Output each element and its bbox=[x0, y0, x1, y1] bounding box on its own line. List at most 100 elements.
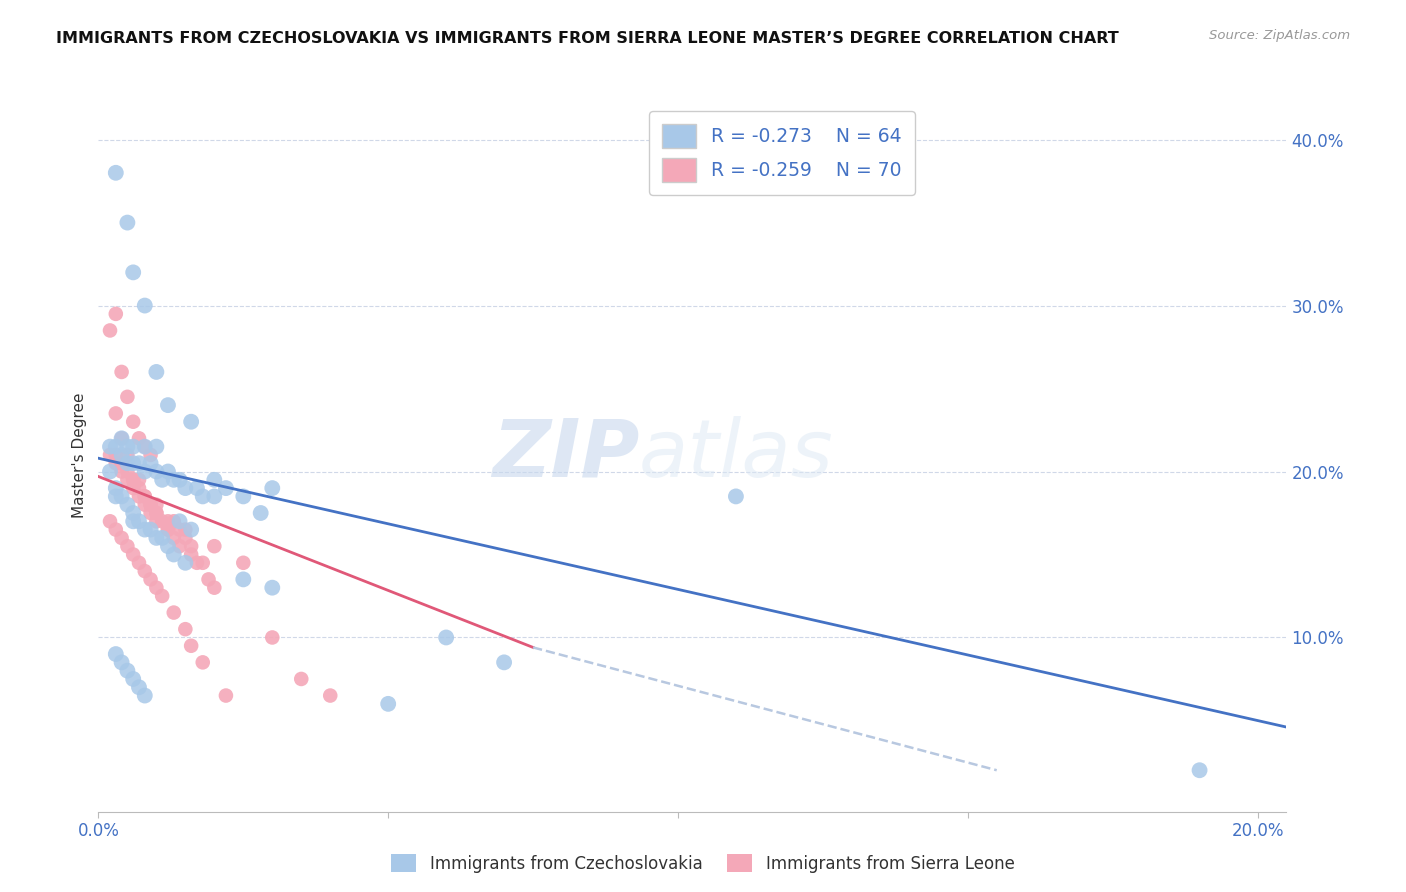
Point bbox=[202, 581, 225, 595]
Point bbox=[434, 631, 457, 645]
Y-axis label: Master's Degree: Master's Degree bbox=[72, 392, 87, 517]
Point bbox=[145, 465, 167, 479]
Text: IMMIGRANTS FROM CZECHOSLOVAKIA VS IMMIGRANTS FROM SIERRA LEONE MASTER’S DEGREE C: IMMIGRANTS FROM CZECHOSLOVAKIA VS IMMIGR… bbox=[56, 31, 1119, 46]
Text: Source: ZipAtlas.com: Source: ZipAtlas.com bbox=[1209, 29, 1350, 42]
Point bbox=[104, 523, 127, 537]
Point bbox=[122, 481, 145, 495]
Point bbox=[110, 456, 132, 470]
Point bbox=[145, 581, 167, 595]
Point bbox=[150, 589, 173, 603]
Point bbox=[134, 299, 156, 313]
Point bbox=[232, 556, 254, 570]
Point bbox=[180, 539, 202, 553]
Point bbox=[156, 465, 179, 479]
Point bbox=[104, 490, 127, 504]
Point bbox=[122, 415, 145, 429]
Point bbox=[117, 473, 139, 487]
Point bbox=[110, 431, 132, 445]
Point bbox=[169, 523, 191, 537]
Point bbox=[110, 465, 132, 479]
Point bbox=[117, 216, 139, 230]
Point bbox=[117, 448, 139, 462]
Point bbox=[122, 440, 145, 454]
Point bbox=[319, 689, 342, 703]
Point bbox=[202, 490, 225, 504]
Point bbox=[122, 514, 145, 528]
Point bbox=[163, 514, 186, 528]
Point bbox=[156, 398, 179, 412]
Point bbox=[104, 440, 127, 454]
Point bbox=[128, 431, 150, 445]
Point bbox=[128, 490, 150, 504]
Point bbox=[163, 473, 186, 487]
Point bbox=[104, 307, 127, 321]
Point bbox=[156, 523, 179, 537]
Point bbox=[110, 531, 132, 545]
Point bbox=[104, 166, 127, 180]
Point bbox=[186, 556, 208, 570]
Point bbox=[110, 656, 132, 670]
Point bbox=[215, 481, 238, 495]
Point bbox=[174, 556, 197, 570]
Point bbox=[197, 573, 219, 587]
Point bbox=[122, 456, 145, 470]
Point bbox=[215, 689, 238, 703]
Point bbox=[134, 498, 156, 512]
Point bbox=[122, 473, 145, 487]
Legend: Immigrants from Czechoslovakia, Immigrants from Sierra Leone: Immigrants from Czechoslovakia, Immigran… bbox=[385, 847, 1021, 880]
Point bbox=[191, 556, 214, 570]
Point bbox=[262, 581, 284, 595]
Point bbox=[122, 548, 145, 562]
Point bbox=[169, 539, 191, 553]
Point bbox=[134, 490, 156, 504]
Point bbox=[139, 506, 162, 520]
Point bbox=[134, 465, 156, 479]
Text: atlas: atlas bbox=[638, 416, 834, 494]
Point bbox=[110, 431, 132, 445]
Point bbox=[128, 481, 150, 495]
Point bbox=[134, 490, 156, 504]
Point bbox=[150, 531, 173, 545]
Point bbox=[232, 573, 254, 587]
Point bbox=[128, 514, 150, 528]
Point bbox=[117, 440, 139, 454]
Point bbox=[174, 523, 197, 537]
Point bbox=[1188, 763, 1211, 777]
Point bbox=[163, 548, 186, 562]
Point bbox=[122, 672, 145, 686]
Point bbox=[202, 539, 225, 553]
Point bbox=[139, 448, 162, 462]
Point bbox=[180, 415, 202, 429]
Point bbox=[145, 365, 167, 379]
Point bbox=[156, 523, 179, 537]
Point bbox=[145, 498, 167, 512]
Point bbox=[145, 506, 167, 520]
Point bbox=[180, 639, 202, 653]
Point bbox=[128, 680, 150, 694]
Point bbox=[180, 548, 202, 562]
Point bbox=[110, 448, 132, 462]
Point bbox=[163, 606, 186, 620]
Point bbox=[180, 523, 202, 537]
Point bbox=[169, 473, 191, 487]
Point bbox=[290, 672, 312, 686]
Point bbox=[122, 473, 145, 487]
Point bbox=[134, 689, 156, 703]
Point bbox=[117, 390, 139, 404]
Point bbox=[104, 406, 127, 420]
Point bbox=[122, 265, 145, 279]
Point bbox=[174, 531, 197, 545]
Point bbox=[724, 490, 747, 504]
Point bbox=[104, 448, 127, 462]
Point bbox=[128, 473, 150, 487]
Legend: R = -0.273    N = 64, R = -0.259    N = 70: R = -0.273 N = 64, R = -0.259 N = 70 bbox=[650, 112, 915, 194]
Point bbox=[186, 481, 208, 495]
Point bbox=[139, 498, 162, 512]
Point bbox=[191, 490, 214, 504]
Point bbox=[98, 514, 121, 528]
Point bbox=[139, 498, 162, 512]
Point bbox=[98, 440, 121, 454]
Point bbox=[134, 440, 156, 454]
Point bbox=[163, 531, 186, 545]
Point bbox=[249, 506, 271, 520]
